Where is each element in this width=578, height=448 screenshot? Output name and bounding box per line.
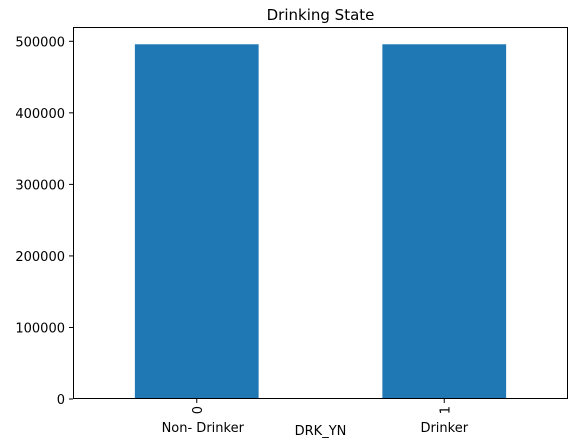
y-tick-label: 0 [57,393,65,408]
y-tick-label: 200000 [15,250,65,265]
x-axis-label: DRK_YN [295,424,347,439]
y-tick-label: 100000 [15,321,65,336]
y-tick-label: 400000 [15,107,65,122]
chart-title: Drinking State [267,6,375,24]
x-tick-label: 0 [191,406,206,414]
y-axis-ticks: 0 100000 200000 300000 400000 500000 [15,35,73,408]
bar-1 [382,44,507,400]
bars-group [134,44,507,400]
x-tick-label: 1 [438,406,453,414]
x-category-annotation: Non- Drinker [162,421,245,436]
x-axis-ticks: 0 Non- Drinker 1 Drinker [162,399,469,436]
y-tick-label: 500000 [15,35,65,50]
x-category-annotation: Drinker [420,421,468,436]
y-tick-label: 300000 [15,178,65,193]
bar-0 [134,44,259,400]
plot-frame [73,27,568,399]
